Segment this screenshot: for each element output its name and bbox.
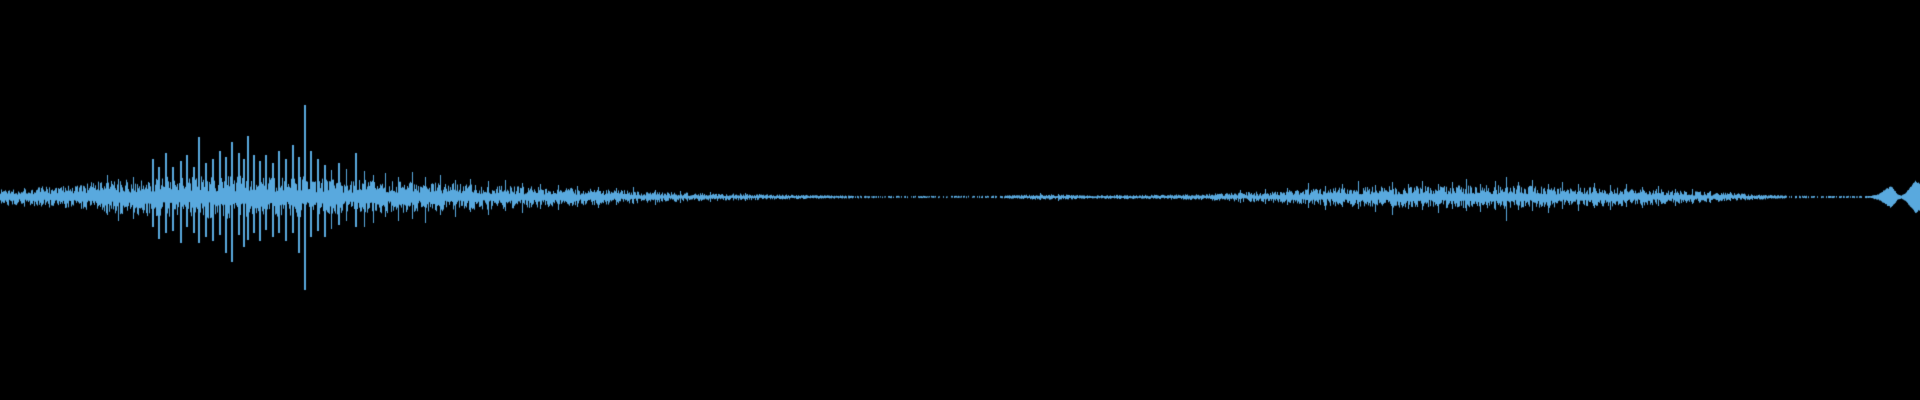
audio-waveform-canvas [0, 0, 1920, 400]
waveform-viewer [0, 0, 1920, 400]
